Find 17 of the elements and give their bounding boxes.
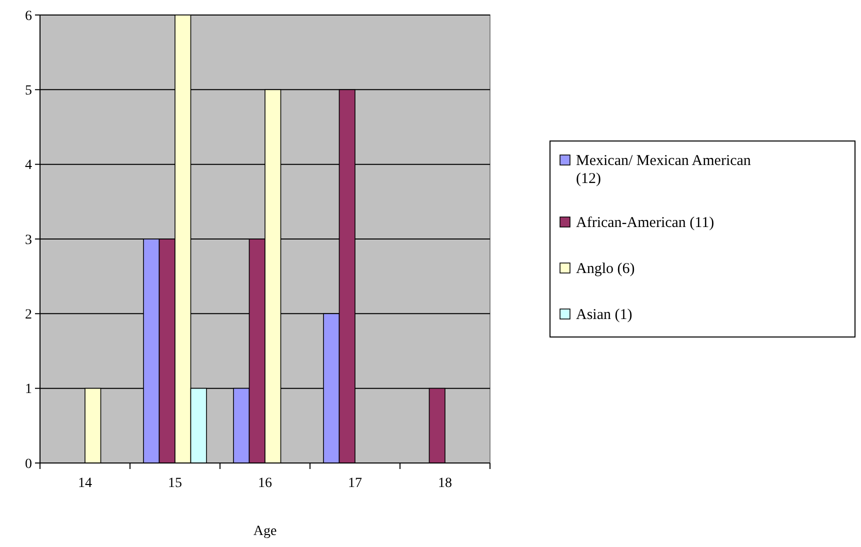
y-tick-label: 1: [25, 382, 32, 398]
x-tick-label: 14: [78, 476, 92, 491]
x-tick-label: 18: [438, 476, 452, 491]
x-tick-label: 16: [258, 476, 272, 491]
x-axis-title: Age: [253, 524, 277, 539]
legend-label: Anglo (6): [576, 261, 635, 277]
y-tick-label: 2: [25, 308, 32, 323]
legend-label: Mexican/ Mexican American (12): [576, 153, 752, 187]
x-tick-label: 15: [168, 476, 182, 491]
x-tick-label: 17: [348, 476, 362, 491]
y-tick-label: 3: [25, 232, 32, 248]
legend-label: Asian (1): [576, 307, 632, 323]
y-tick-label: 6: [25, 8, 32, 24]
y-tick-label: 5: [25, 84, 32, 99]
legend-label: African-American (11): [576, 215, 714, 231]
y-tick-label: 4: [25, 158, 32, 174]
y-tick-label: 0: [25, 456, 32, 472]
